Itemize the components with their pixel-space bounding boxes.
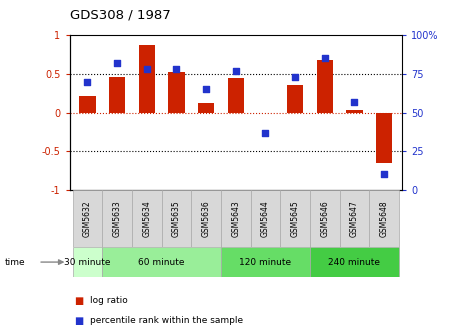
FancyBboxPatch shape — [102, 247, 221, 277]
Text: time: time — [4, 258, 25, 266]
Text: GSM5645: GSM5645 — [291, 200, 299, 237]
Text: ■: ■ — [74, 296, 84, 306]
Text: GSM5648: GSM5648 — [379, 200, 388, 237]
Point — [143, 67, 150, 72]
Text: ■: ■ — [74, 316, 84, 326]
Point — [202, 87, 210, 92]
Text: 60 minute: 60 minute — [138, 258, 185, 266]
FancyBboxPatch shape — [191, 190, 221, 247]
Text: percentile rank within the sample: percentile rank within the sample — [90, 317, 243, 325]
Bar — [198, 102, 214, 113]
Bar — [79, 95, 96, 113]
Bar — [346, 110, 362, 113]
FancyBboxPatch shape — [339, 190, 369, 247]
Point — [291, 74, 299, 80]
FancyBboxPatch shape — [310, 247, 399, 277]
Text: GSM5632: GSM5632 — [83, 200, 92, 237]
Text: GSM5646: GSM5646 — [320, 200, 329, 237]
Bar — [376, 113, 392, 163]
Bar — [168, 72, 185, 113]
Point — [114, 60, 121, 66]
Point — [321, 56, 328, 61]
Text: 240 minute: 240 minute — [328, 258, 380, 266]
FancyBboxPatch shape — [73, 247, 102, 277]
Text: GSM5647: GSM5647 — [350, 200, 359, 237]
Text: GSM5634: GSM5634 — [142, 200, 151, 237]
Text: GSM5643: GSM5643 — [231, 200, 240, 237]
Text: GSM5636: GSM5636 — [202, 200, 211, 237]
Bar — [228, 78, 244, 113]
FancyBboxPatch shape — [221, 190, 251, 247]
Text: GSM5633: GSM5633 — [113, 200, 122, 237]
FancyBboxPatch shape — [162, 190, 191, 247]
FancyBboxPatch shape — [280, 190, 310, 247]
Point — [351, 99, 358, 104]
Text: GSM5644: GSM5644 — [261, 200, 270, 237]
Bar — [109, 77, 125, 113]
FancyBboxPatch shape — [310, 190, 339, 247]
Bar — [317, 60, 333, 113]
Text: GDS308 / 1987: GDS308 / 1987 — [70, 9, 170, 22]
Point — [262, 130, 269, 135]
Bar — [139, 45, 155, 113]
FancyBboxPatch shape — [132, 190, 162, 247]
Point — [84, 79, 91, 84]
Text: 30 minute: 30 minute — [64, 258, 110, 266]
FancyBboxPatch shape — [221, 247, 310, 277]
Point — [232, 68, 239, 74]
FancyBboxPatch shape — [102, 190, 132, 247]
FancyBboxPatch shape — [73, 190, 102, 247]
Bar — [287, 85, 303, 113]
Point — [380, 172, 387, 177]
Text: 120 minute: 120 minute — [239, 258, 291, 266]
FancyBboxPatch shape — [251, 190, 280, 247]
FancyBboxPatch shape — [369, 190, 399, 247]
Text: GSM5635: GSM5635 — [172, 200, 181, 237]
Point — [173, 67, 180, 72]
Text: log ratio: log ratio — [90, 296, 128, 305]
